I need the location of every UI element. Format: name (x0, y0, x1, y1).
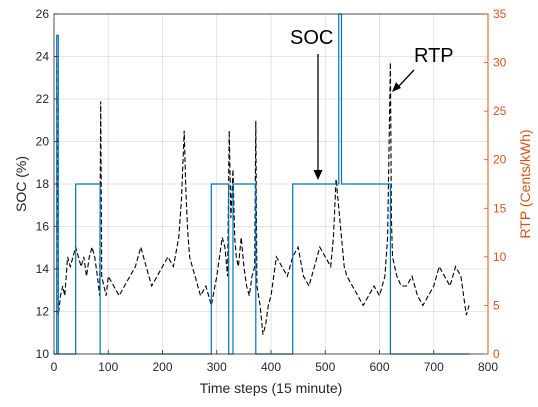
x-tick-label: 200 (152, 360, 172, 374)
y2-tick-label: 30 (493, 56, 507, 70)
axes: 0 100 200 300 400 500 600 700 800101214161820222… (36, 7, 507, 374)
y2-tick-label: 25 (493, 104, 507, 118)
x-tick-label: 300 (207, 360, 227, 374)
soc-annotation: SOC (290, 27, 333, 49)
y-tick-label: 24 (36, 50, 50, 64)
y-axis-title: SOC (%) (13, 156, 29, 212)
x-tick-label: 0 (51, 360, 58, 374)
soc-annotation-arrowhead (313, 170, 323, 180)
x-axis-title: Time steps (15 minute) (200, 380, 343, 396)
y2-tick-label: 20 (493, 153, 507, 167)
x-tick-label: 800 (478, 360, 498, 374)
y2-tick-label: 35 (493, 7, 507, 21)
x-tick-label: 700 (424, 360, 444, 374)
x-tick-label: 400 (261, 360, 281, 374)
y-tick-label: 14 (36, 262, 50, 276)
rtp-series-line (56, 62, 470, 335)
rtp-annotation: RTP (414, 45, 454, 67)
y2-tick-label: 10 (493, 250, 507, 264)
y2-tick-label: 5 (493, 298, 500, 312)
rtp-annotation-arrow (398, 69, 415, 87)
y-tick-label: 10 (36, 347, 50, 361)
x-tick-label: 100 (98, 360, 118, 374)
y-tick-label: 18 (36, 177, 50, 191)
y2-tick-label: 15 (493, 201, 507, 215)
y-tick-label: 12 (36, 305, 50, 319)
x-tick-label: 600 (369, 360, 389, 374)
y2-axis-title: RTP (Cents/kWh) (517, 129, 533, 238)
rtp-annotation-arrowhead (392, 82, 401, 92)
y-tick-label: 20 (36, 135, 50, 149)
x-tick-label: 500 (315, 360, 335, 374)
y2-tick-label: 0 (493, 347, 500, 361)
y-tick-label: 26 (36, 7, 50, 21)
y-tick-label: 16 (36, 220, 50, 234)
y-tick-label: 22 (36, 92, 50, 106)
